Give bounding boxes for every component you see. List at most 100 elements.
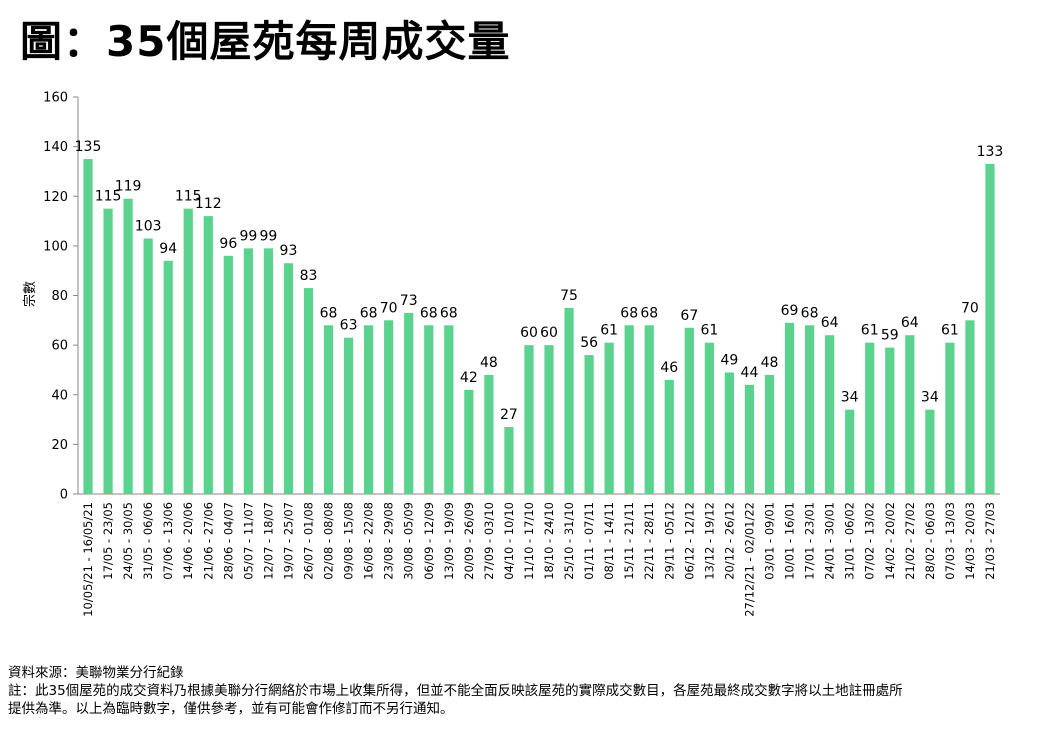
x-tick-label: 24/05 - 30/05: [121, 502, 135, 580]
x-tick-label: 18/10 - 24/10: [542, 502, 556, 580]
x-tick-label: 13/12 - 19/12: [702, 502, 716, 580]
x-tick-label: 22/11 - 28/11: [642, 502, 656, 580]
x-tick-label: 07/06 - 13/06: [161, 502, 175, 580]
bar: [484, 374, 494, 494]
x-tick-label: 20/12 - 26/12: [722, 502, 736, 580]
data-label: 68: [801, 305, 819, 321]
x-tick-label: 12/07 - 18/07: [261, 502, 275, 580]
bar: [343, 337, 354, 494]
x-tick-label: 31/05 - 06/06: [141, 502, 155, 580]
x-tick-label: 25/10 - 31/10: [562, 502, 576, 580]
data-label: 69: [781, 303, 799, 319]
bar: [825, 335, 835, 494]
data-label: 61: [861, 323, 879, 339]
bar: [83, 159, 93, 494]
bar: [764, 374, 775, 494]
bar: [865, 342, 875, 494]
bar: [364, 325, 374, 494]
x-tick-label: 06/12 - 12/12: [682, 502, 696, 580]
x-tick-label: 07/02 - 13/02: [863, 502, 877, 580]
data-label: 34: [841, 390, 859, 406]
data-label: 59: [881, 328, 899, 344]
data-label: 99: [239, 228, 257, 244]
x-tick-label: 14/03 - 20/03: [963, 502, 977, 580]
data-label: 49: [720, 352, 738, 368]
y-axis-label: 宗數: [22, 281, 38, 307]
bar: [444, 325, 454, 494]
bar: [604, 342, 614, 494]
x-tick-label: 17/01 - 23/01: [803, 502, 817, 580]
x-tick-label: 21/03 - 27/03: [983, 502, 997, 580]
bar: [103, 208, 113, 494]
bar: [303, 288, 314, 494]
bar: [584, 355, 594, 494]
source-note: 資料來源：美聯物業分行紀錄: [8, 665, 184, 681]
bar: [243, 248, 253, 494]
data-label: 112: [195, 196, 222, 212]
data-label: 44: [741, 365, 759, 381]
data-label: 83: [300, 268, 318, 284]
y-tick-label: 100: [43, 239, 68, 254]
bar: [404, 312, 414, 494]
bar: [283, 263, 294, 494]
data-label: 68: [640, 305, 658, 321]
bar: [323, 325, 334, 494]
x-tick-label: 26/07 - 01/08: [302, 502, 316, 580]
bar: [724, 372, 735, 494]
bar: [845, 409, 855, 494]
data-label: 61: [600, 323, 618, 339]
data-label: 68: [360, 305, 378, 321]
bar: [804, 325, 815, 494]
data-label: 133: [977, 144, 1004, 160]
bar: [143, 238, 153, 494]
bar: [704, 342, 714, 494]
bar: [985, 163, 995, 494]
data-label: 115: [175, 189, 202, 205]
x-tick-label: 11/10 - 17/10: [522, 502, 536, 580]
x-tick-label: 15/11 - 21/11: [622, 502, 636, 580]
y-tick-label: 140: [43, 140, 68, 155]
y-tick-label: 20: [51, 438, 68, 453]
x-tick-label: 14/06 - 20/06: [181, 502, 195, 580]
x-tick-label: 24/01 - 30/01: [823, 502, 837, 580]
data-label: 68: [320, 305, 338, 321]
data-label: 115: [95, 189, 122, 205]
data-label: 67: [680, 308, 698, 324]
data-label: 135: [75, 139, 102, 155]
bar: [965, 320, 975, 494]
y-tick-label: 160: [43, 91, 68, 106]
disclaimer-line-2: 提供為準。以上為臨時數字，僅供參考，並有可能會作修訂而不另行通知。: [8, 701, 454, 717]
bar: [784, 322, 795, 494]
x-tick-label: 29/11 - 05/12: [662, 502, 676, 580]
data-label: 75: [560, 288, 578, 304]
bar: [504, 427, 514, 494]
x-tick-label: 10/05/21 - 16/05/21: [81, 502, 95, 617]
bar: [183, 208, 193, 494]
y-tick-label: 120: [43, 190, 68, 205]
x-tick-label: 27/09 - 03/10: [482, 502, 496, 580]
x-tick-label: 21/02 - 27/02: [903, 502, 917, 580]
bar: [925, 409, 935, 494]
data-label: 93: [280, 243, 298, 259]
y-tick-label: 80: [51, 289, 68, 304]
y-tick-label: 60: [51, 339, 68, 354]
data-label: 70: [380, 300, 398, 316]
x-tick-label: 05/07 - 11/07: [241, 502, 255, 580]
bar: [163, 260, 173, 494]
data-label: 70: [961, 300, 979, 316]
bar: [424, 325, 434, 494]
x-tick-label: 27/12/21 - 02/01/22: [742, 502, 756, 617]
x-tick-label: 30/08 - 05/09: [402, 502, 416, 580]
x-tick-label: 13/09 - 19/09: [442, 502, 456, 580]
x-tick-label: 07/03 - 13/03: [943, 502, 957, 580]
x-tick-label: 02/08 - 08/08: [322, 502, 336, 580]
data-label: 94: [159, 241, 177, 257]
x-tick-label: 23/08 - 29/08: [382, 502, 396, 580]
chart-title: 圖：35個屋苑每周成交量: [20, 17, 511, 66]
x-tick-label: 04/10 - 10/10: [502, 502, 516, 580]
data-label: 60: [540, 325, 558, 341]
data-label: 27: [500, 407, 518, 423]
data-label: 96: [219, 236, 237, 252]
data-label: 61: [700, 323, 718, 339]
